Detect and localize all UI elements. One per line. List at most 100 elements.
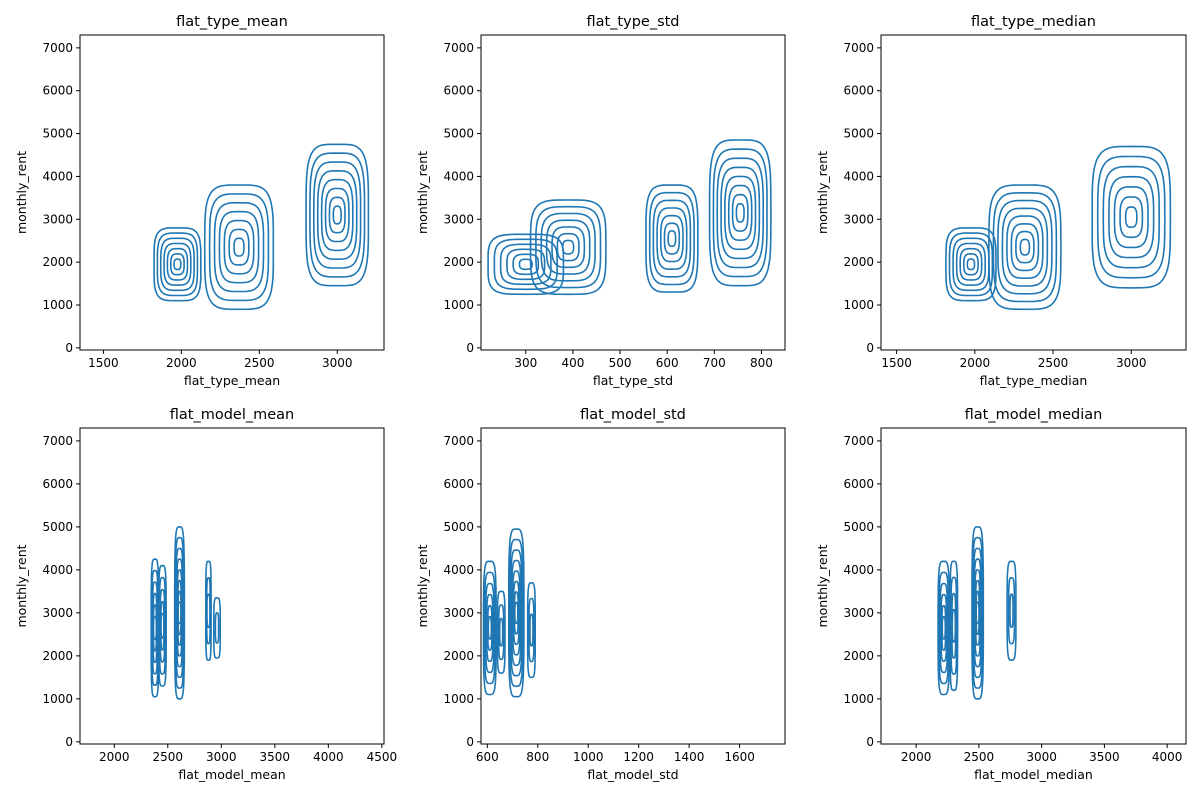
contour-level-c2-l5	[1119, 196, 1144, 239]
contour-level-c1-l1	[208, 193, 270, 302]
contour-level-c0-l1	[483, 571, 496, 685]
contour-level-c2-l2	[509, 549, 523, 677]
contour-level-c1-l3	[545, 219, 591, 275]
y-tick-label: 6000	[443, 84, 474, 98]
contour-level-c0-l5	[170, 253, 185, 276]
contour-level-c3-l6	[731, 193, 749, 232]
contour-level-c1-l0	[203, 184, 275, 311]
x-tick-label: 3500	[260, 750, 291, 764]
contour-level-c3-l0	[1006, 560, 1017, 662]
contour-level-c2-l1	[1096, 155, 1166, 279]
contour-level-c0-l3	[163, 242, 192, 286]
contour-level-c0-l0	[153, 227, 202, 302]
contour-level-c2-l7	[513, 601, 519, 625]
contour-level-c1-l6	[561, 239, 575, 255]
y-tick-label: 2000	[843, 255, 874, 269]
contour-level-c0-l1	[938, 571, 950, 685]
y-tick-label: 7000	[443, 41, 474, 55]
y-tick-label: 2000	[42, 255, 73, 269]
contour-level-c3-l7	[735, 203, 745, 223]
contour-level-c2-l2	[652, 199, 692, 278]
contour-level-c1-l5	[556, 232, 580, 262]
contour-level-c1-l4	[551, 226, 586, 269]
contour-level-c2-l3	[316, 169, 358, 261]
contour-level-c2-l0	[1091, 145, 1172, 289]
contour-level-c1-l1	[535, 205, 602, 289]
contour-group	[153, 143, 370, 311]
x-tick-label: 1400	[674, 750, 705, 764]
contour-level-c1-l0	[988, 184, 1062, 311]
x-tick-label: 2500	[1038, 356, 1069, 370]
x-tick-label: 4000	[313, 750, 344, 764]
contour-level-c1-l2	[540, 212, 596, 282]
y-tick-label: 6000	[843, 84, 874, 98]
x-axis-label: flat_model_median	[974, 767, 1093, 782]
contour-level-c1-l3	[1001, 207, 1049, 287]
contour-level-c0-l5	[941, 615, 947, 640]
y-tick-label: 3000	[42, 212, 73, 226]
contour-level-c2-l1	[648, 191, 695, 286]
y-tick-label: 5000	[843, 520, 874, 534]
axes-frame	[79, 427, 385, 745]
x-tick-label: 700	[703, 356, 726, 370]
contour-level-c2-l7	[332, 205, 342, 225]
contour-level-c1-l1	[497, 604, 505, 661]
y-tick-label: 0	[866, 735, 874, 749]
x-tick-label: 3000	[322, 356, 353, 370]
contour-level-c3-l1	[528, 597, 535, 663]
y-tick-label: 7000	[42, 434, 73, 448]
contour-level-c0-l6	[966, 258, 976, 271]
contour-level-c2-l5	[324, 187, 350, 243]
subplot-title: flat_type_std	[586, 14, 679, 30]
contour-level-c2-l3	[510, 559, 522, 667]
contour-level-c2-l0	[645, 184, 699, 293]
x-axis-label: flat_model_std	[587, 767, 678, 782]
contour-group	[937, 526, 1017, 700]
y-tick-label: 7000	[443, 434, 474, 448]
contour-level-c2-l4	[320, 178, 354, 252]
y-tick-label: 3000	[443, 212, 474, 226]
y-tick-label: 6000	[443, 477, 474, 491]
contour-level-c2-l3	[656, 207, 688, 271]
contour-level-c1-l4	[160, 612, 165, 639]
contour-level-c0-l2	[484, 582, 495, 674]
x-tick-label: 1000	[573, 750, 604, 764]
contour-level-c1-l3	[218, 210, 260, 284]
contour-level-c2-l1	[309, 152, 366, 278]
x-tick-label: 3000	[1026, 750, 1057, 764]
subplot-title: flat_type_median	[971, 14, 1096, 30]
y-tick-label: 6000	[843, 477, 874, 491]
y-tick-label: 3000	[443, 606, 474, 620]
axes-frame	[880, 34, 1187, 351]
x-tick-label: 2000	[99, 750, 130, 764]
x-tick-label: 800	[750, 356, 773, 370]
contour-level-c2-l6	[667, 230, 677, 247]
y-axis-label: monthly_rent	[815, 151, 830, 234]
contour-group	[487, 139, 772, 296]
x-axis-label: flat_type_std	[593, 373, 673, 388]
contour-level-c3-l3	[720, 166, 761, 260]
contour-level-c1-l5	[228, 228, 250, 266]
contour-level-c0-l6	[173, 258, 182, 271]
y-tick-label: 2000	[443, 255, 474, 269]
subplot-title: flat_model_std	[580, 407, 686, 423]
contour-level-c3-l5	[727, 184, 753, 242]
y-tick-label: 5000	[443, 127, 474, 141]
y-tick-label: 4000	[843, 169, 874, 183]
y-tick-label: 5000	[42, 127, 73, 141]
contour-level-c0-l4	[512, 253, 540, 276]
y-tick-label: 5000	[42, 520, 73, 534]
y-tick-label: 4000	[443, 169, 474, 183]
contour-level-c1-l2	[997, 199, 1053, 295]
y-tick-label: 1000	[843, 298, 874, 312]
contour-level-c0-l5	[152, 615, 158, 641]
x-tick-label: 2500	[153, 750, 184, 764]
y-tick-label: 5000	[843, 127, 874, 141]
contour-level-c3-l0	[526, 581, 537, 679]
contour-level-c2-l2	[1102, 165, 1160, 269]
contour-level-c2-l7	[177, 601, 182, 625]
y-tick-label: 4000	[42, 169, 73, 183]
contour-level-c1-l1	[950, 576, 958, 675]
contour-level-c4-l1	[214, 612, 220, 644]
